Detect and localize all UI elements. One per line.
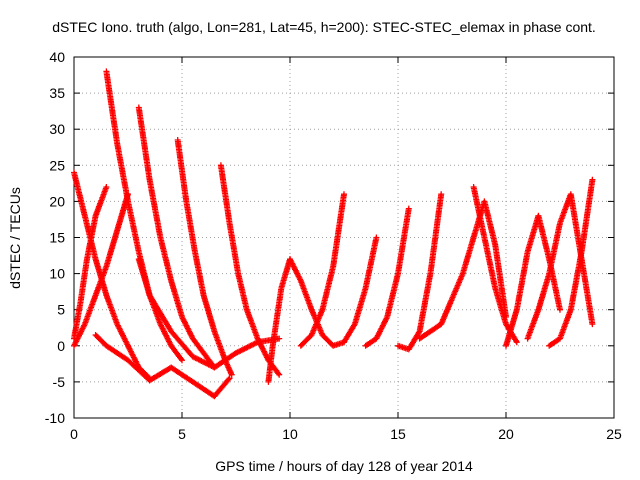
series-8 bbox=[92, 332, 233, 400]
series-14-markers bbox=[362, 205, 412, 349]
y-axis-label: dSTEC / TECUs bbox=[7, 187, 23, 289]
axis-ticks: 0 5 10 15 20 25 -10 -5 0 5 10 15 20 25 30 35 40 bbox=[45, 49, 622, 442]
data-points bbox=[71, 68, 596, 400]
series-10 bbox=[265, 256, 293, 385]
series-17-markers bbox=[470, 184, 520, 346]
series-16-markers bbox=[416, 198, 509, 342]
series-13 bbox=[341, 234, 380, 346]
y-tick-label: 15 bbox=[49, 230, 65, 246]
series-3-markers bbox=[71, 184, 110, 342]
series-16 bbox=[416, 198, 509, 342]
series-6-markers bbox=[174, 137, 235, 378]
y-tick-label: 0 bbox=[57, 338, 65, 354]
x-tick-label: 5 bbox=[178, 426, 186, 442]
series-15 bbox=[395, 191, 445, 353]
series-2-markers bbox=[71, 191, 131, 349]
series-14 bbox=[362, 205, 412, 349]
y-tick-label: -10 bbox=[45, 410, 65, 426]
series-11-markers bbox=[287, 256, 347, 349]
series-15-markers bbox=[395, 191, 445, 353]
series-8-markers bbox=[92, 332, 233, 400]
x-axis-label: GPS time / hours of day 128 of year 2014 bbox=[215, 458, 473, 474]
series-17 bbox=[470, 184, 520, 346]
x-tick-label: 0 bbox=[70, 426, 78, 442]
series-9-markers bbox=[135, 256, 283, 371]
y-tick-label: 5 bbox=[57, 302, 65, 318]
series-12 bbox=[297, 191, 347, 349]
y-tick-label: 25 bbox=[49, 157, 65, 173]
y-tick-label: 10 bbox=[49, 266, 65, 282]
series-5-markers bbox=[135, 104, 218, 371]
series-5 bbox=[135, 104, 218, 371]
series-6 bbox=[174, 137, 235, 378]
series-13-markers bbox=[341, 234, 380, 346]
series-12-markers bbox=[297, 191, 347, 349]
series-3 bbox=[71, 184, 110, 342]
x-tick-label: 25 bbox=[606, 426, 622, 442]
y-tick-label: 20 bbox=[49, 193, 65, 209]
series-20-markers bbox=[546, 176, 596, 349]
chart-title: dSTEC Iono. truth (algo, Lon=281, Lat=45… bbox=[52, 19, 596, 35]
series-11 bbox=[287, 256, 347, 349]
series-9 bbox=[135, 256, 283, 371]
series-7 bbox=[217, 162, 283, 378]
series-2 bbox=[71, 191, 131, 349]
x-tick-label: 10 bbox=[282, 426, 298, 442]
x-tick-label: 15 bbox=[390, 426, 406, 442]
y-tick-label: 35 bbox=[49, 85, 65, 101]
series-7-markers bbox=[217, 162, 283, 378]
x-tick-label: 20 bbox=[498, 426, 514, 442]
y-tick-label: 30 bbox=[49, 121, 65, 137]
series-20 bbox=[546, 176, 596, 349]
y-tick-label: -5 bbox=[53, 374, 66, 390]
y-tick-label: 40 bbox=[49, 49, 65, 65]
series-10-markers bbox=[265, 256, 293, 385]
